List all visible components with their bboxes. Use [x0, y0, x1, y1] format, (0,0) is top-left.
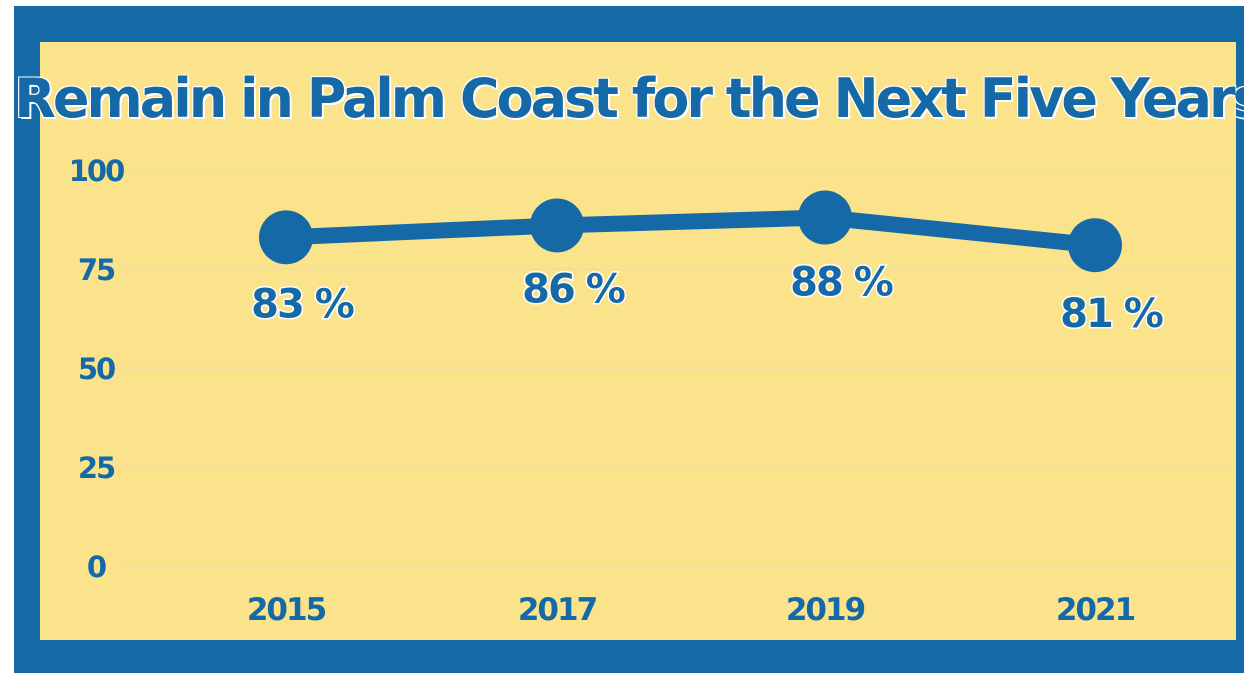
y-axis-ticks: 0 25 50 75 100 — [69, 154, 126, 584]
chart-panel — [40, 42, 1236, 640]
x-tick-label: 2017 — [518, 592, 597, 628]
y-tick-label: 0 — [87, 550, 106, 584]
x-axis-ticks: 2015 2017 2019 2021 — [247, 592, 1137, 628]
x-tick-label: 2019 — [786, 592, 865, 628]
data-labels: 83 % 86 % 88 % 81 % — [250, 258, 1167, 339]
y-tick-label: 50 — [78, 352, 115, 386]
y-tick-label: 25 — [78, 451, 115, 485]
data-label: 86 % — [522, 266, 625, 312]
data-label: 83 % — [251, 281, 354, 327]
series-line — [278, 209, 1103, 254]
data-point — [1068, 218, 1122, 273]
data-point — [259, 210, 313, 265]
data-point — [530, 198, 584, 253]
chart-title: Remain in Palm Coast for the Next Five Y… — [14, 66, 1244, 130]
y-tick-label: 75 — [78, 253, 115, 287]
x-tick-label: 2015 — [247, 592, 326, 628]
series-points — [259, 190, 1122, 273]
series-line-path — [278, 209, 1103, 254]
data-label: 81 % — [1060, 291, 1163, 337]
data-point — [798, 190, 852, 245]
gridlines — [125, 169, 1232, 567]
y-tick-label: 100 — [69, 154, 124, 188]
data-label: 88 % — [790, 260, 893, 306]
x-tick-label: 2021 — [1056, 592, 1135, 628]
